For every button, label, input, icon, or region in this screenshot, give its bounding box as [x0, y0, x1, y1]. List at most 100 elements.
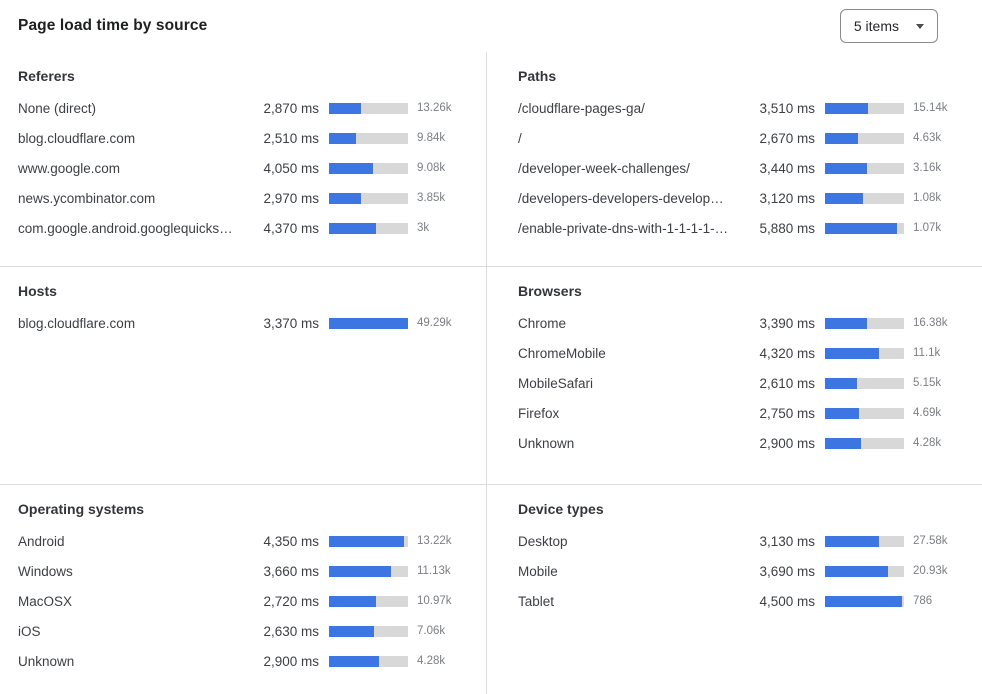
- row-count: 9.08k: [417, 162, 446, 174]
- load-time-bar-fill: [329, 565, 391, 577]
- section-device-types: Device types Desktop 3,130 ms 27.58k Mobile 3…: [486, 485, 982, 694]
- load-time-bar: [825, 347, 904, 359]
- section-title: Hosts: [18, 283, 57, 299]
- row-count: 3k: [417, 222, 430, 234]
- row-count: 11.1k: [913, 347, 941, 359]
- table-row: blog.cloudflare.com 2,510 ms 9.84k: [18, 123, 466, 153]
- load-time-bar-fill: [329, 222, 377, 234]
- row-label: /developers-developers-developers/: [518, 190, 733, 206]
- row-load-time: 5,880 ms: [759, 220, 815, 236]
- row-label: com.google.android.googlequicksearc…: [18, 220, 239, 236]
- table-row: Chrome 3,390 ms 16.38k: [518, 308, 962, 338]
- row-count: 4.69k: [913, 407, 942, 419]
- row-load-time: 2,610 ms: [759, 375, 815, 391]
- row-label: blog.cloudflare.com: [18, 130, 136, 146]
- section-title: Device types: [518, 501, 604, 517]
- load-time-bar-fill: [825, 162, 868, 174]
- section-browsers: Browsers Chrome 3,390 ms 16.38k ChromeMobile…: [486, 267, 982, 485]
- row-load-time: 2,970 ms: [263, 190, 319, 206]
- load-time-bar: [825, 377, 904, 389]
- load-time-bar: [329, 222, 408, 234]
- load-time-bar-fill: [329, 595, 376, 607]
- load-time-bar-fill: [825, 377, 858, 389]
- load-time-bar: [329, 132, 408, 144]
- sections-grid: Referers None (direct) 2,870 ms 13.26k blog.…: [0, 52, 982, 694]
- row-label: Unknown: [518, 435, 575, 451]
- row-load-time: 3,120 ms: [759, 190, 815, 206]
- table-row: Android 4,350 ms 13.22k: [18, 526, 466, 556]
- row-load-time: 2,510 ms: [263, 130, 319, 146]
- section-operating-systems: Operating systems Android 4,350 ms 13.22k Wi…: [0, 485, 486, 694]
- load-time-bar-fill: [329, 317, 408, 329]
- row-count: 4.63k: [913, 132, 942, 144]
- load-time-bar: [329, 317, 408, 329]
- row-load-time: 4,320 ms: [759, 345, 815, 361]
- row-label: iOS: [18, 623, 41, 639]
- section-hosts: Hosts blog.cloudflare.com 3,370 ms 49.29k: [0, 267, 486, 485]
- row-count: 4.28k: [417, 655, 446, 667]
- table-row: Firefox 2,750 ms 4.69k: [518, 398, 962, 428]
- row-label: Tablet: [518, 593, 555, 609]
- table-row: news.ycombinator.com 2,970 ms 3.85k: [18, 183, 466, 213]
- row-load-time: 2,670 ms: [759, 130, 815, 146]
- row-load-time: 3,130 ms: [759, 533, 815, 549]
- items-count-value: 5 items: [853, 18, 899, 34]
- items-count-dropdown[interactable]: 5 items: [839, 9, 938, 43]
- row-label: news.ycombinator.com: [18, 190, 156, 206]
- row-count: 11.13k: [417, 565, 451, 577]
- row-count: 15.14k: [913, 102, 948, 114]
- load-time-bar: [329, 655, 408, 667]
- table-row: /developer-week-challenges/3,440 ms 3.16k: [518, 153, 962, 183]
- table-row: /developers-developers-developers/3,120 …: [518, 183, 962, 213]
- table-row: Unknown 2,900 ms 4.28k: [518, 428, 962, 458]
- row-label: /: [518, 130, 522, 146]
- row-load-time: 2,720 ms: [263, 593, 319, 609]
- row-load-time: 4,350 ms: [263, 533, 319, 549]
- row-load-time: 3,660 ms: [263, 563, 319, 579]
- load-time-bar-fill: [825, 535, 879, 547]
- load-time-bar-fill: [825, 192, 864, 204]
- load-time-bar-fill: [825, 222, 897, 234]
- row-label: None (direct): [18, 100, 97, 116]
- table-row: MacOSX 2,720 ms 10.97k: [18, 586, 466, 616]
- row-label: Unknown: [18, 653, 75, 669]
- row-count: 3.85k: [417, 192, 446, 204]
- load-time-bar-fill: [329, 102, 361, 114]
- load-time-bar-fill: [825, 407, 860, 419]
- row-count: 49.29k: [417, 317, 452, 329]
- load-time-bar: [825, 192, 904, 204]
- table-row: /enable-private-dns-with-1-1-1-1-on-… 5,8…: [518, 213, 962, 243]
- table-row: MobileSafari 2,610 ms 5.15k: [518, 368, 962, 398]
- row-label: ChromeMobile: [518, 345, 606, 361]
- row-label: Desktop: [518, 533, 568, 549]
- load-time-bar-fill: [329, 625, 374, 637]
- panel-header: Page load time by source 5 items: [0, 0, 982, 52]
- row-count: 1.07k: [913, 222, 942, 234]
- row-label: MacOSX: [18, 593, 73, 609]
- load-time-bar: [825, 132, 904, 144]
- load-time-bar: [825, 162, 904, 174]
- load-time-bar-fill: [329, 535, 404, 547]
- chevron-down-icon: [916, 23, 924, 29]
- section-title: Paths: [518, 68, 557, 84]
- row-count: 5.15k: [913, 377, 942, 389]
- load-time-bar: [329, 192, 408, 204]
- page-title: Page load time by source: [18, 17, 208, 34]
- table-row: /cloudflare-pages-ga/3,510 ms 15.14k: [518, 93, 962, 123]
- row-load-time: 4,050 ms: [263, 160, 319, 176]
- section-title: Operating systems: [18, 501, 145, 517]
- row-label: www.google.com: [18, 160, 121, 176]
- row-load-time: 4,370 ms: [263, 220, 319, 236]
- load-time-bar: [329, 595, 408, 607]
- row-label: /cloudflare-pages-ga/: [518, 100, 645, 116]
- load-time-bar: [329, 565, 408, 577]
- table-row: Tablet 4,500 ms 786: [518, 586, 962, 616]
- row-load-time: 4,500 ms: [759, 593, 815, 609]
- row-count: 3.16k: [913, 162, 942, 174]
- table-row: Windows 3,660 ms 11.13k: [18, 556, 466, 586]
- load-time-bar-fill: [329, 655, 379, 667]
- table-row: Unknown 2,900 ms 4.28k: [18, 646, 466, 676]
- table-row: iOS 2,630 ms 7.06k: [18, 616, 466, 646]
- load-time-bar-fill: [825, 102, 869, 114]
